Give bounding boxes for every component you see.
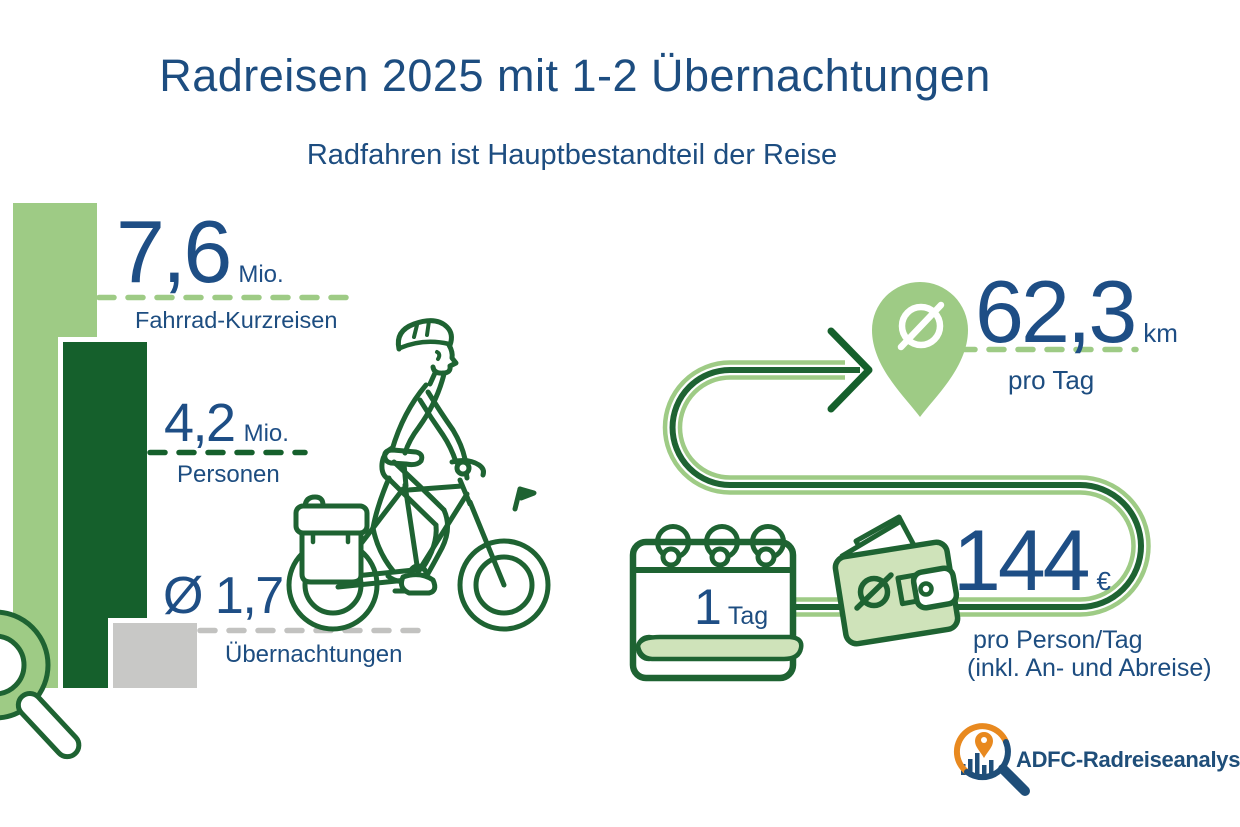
logo-handle [998,764,1030,796]
stat-kurzreisen: 7,6 Mio. [116,208,284,296]
rider-arm-lower [417,397,459,465]
helmet [395,318,454,352]
page-subtitle: Radfahren ist Hauptbestandteil der Reise [306,139,838,171]
logo-ring-blue [964,739,1011,781]
stat-cost-note: (inkl. An- und Abreise) [967,654,1212,682]
stat-distance-unit: km [1143,318,1178,348]
route-road [662,327,1151,617]
calendar-rings [655,524,786,568]
pannier-flap [293,503,370,536]
rider-thigh-upper [391,459,447,513]
magnifier-handle [15,690,82,760]
rider-ear [435,350,442,361]
logo-ring-orange [953,723,1009,775]
top-tube [405,483,465,493]
stat-duration-unit: Tag [727,602,769,630]
bar-chart [13,203,202,693]
stat-distance: 62,3 km [975,268,1178,356]
rider-hand [454,459,472,477]
logo-pin-dot [981,737,987,743]
front-rim [473,554,535,616]
stat-cost-unit: € [1096,566,1111,596]
stat-distance-value: 62,3 [975,262,1137,361]
helmet-rim [397,339,452,351]
location-pin-icon [872,282,968,417]
stat-uebernachtungen-label: Übernachtungen [225,641,403,668]
pannier-handle [302,494,326,509]
rider-chest [402,371,447,456]
stat-personen-unit: Mio. [243,420,289,447]
average-symbol [897,301,945,351]
route-arrow-icon [827,327,873,413]
rider-hip [379,445,395,483]
stat-kurzreisen-unit: Mio. [238,261,284,288]
flag [517,486,537,501]
cyclist-illustration [286,318,551,632]
rider-back [389,382,429,453]
page-title: Radreisen 2025 mit 1-2 Übernachtungen [159,50,991,101]
wallet-button [918,581,934,597]
stat-personen-label: Personen [177,461,280,488]
stat-uebernachtungen-value: Ø 1,7 [163,567,284,625]
rider-arm-upper [425,389,468,462]
rider-face [430,342,459,376]
stat-cost-label: pro Person/Tag [973,626,1143,654]
road-edge-inner [677,375,1151,617]
magnifier-icon [0,609,82,760]
magnifier-lens [0,633,27,697]
stat-kurzreisen-value: 7,6 [116,202,232,301]
adfc-logo-wordmark: ADFC-Radreiseanalyse [1016,747,1240,772]
far-leg [370,475,397,575]
stat-kurzreisen-label: Fahrrad-Kurzreisen [135,307,338,333]
adfc-logo-icon [953,723,1030,796]
rider-neck [427,370,438,387]
stat-distance-label: pro Tag [1008,365,1095,395]
stat-personen-value: 4,2 [164,393,236,453]
rider-shin-outer [423,507,450,580]
bar-uebernachtungen [113,623,197,688]
stat-duration-value: 1 [694,579,722,635]
rider-shin-inner [419,522,439,572]
rider-thigh-lower [386,476,439,528]
wallet-clasp [910,565,960,611]
average-symbol [854,572,894,611]
calendar-icon [629,524,804,682]
pannier-clips [310,530,351,545]
pin-body [872,282,968,417]
dashed-lines [96,294,1139,634]
helmet-vents [412,319,431,339]
stat-cost-value: 144 [953,513,1090,609]
stat-personen: 4,2 Mio. [164,396,289,450]
logo-pin [975,732,993,758]
front-wheel [457,538,551,632]
page-curl-banner [635,634,804,662]
wallet-icon [832,514,961,647]
road-centerline [669,367,1144,610]
road-edge-outer [662,360,1136,602]
rider-shoe [399,572,438,596]
stat-cost: 144 € [953,518,1111,604]
stat-duration: 1 Tag [694,582,768,632]
front-fork [467,499,507,588]
